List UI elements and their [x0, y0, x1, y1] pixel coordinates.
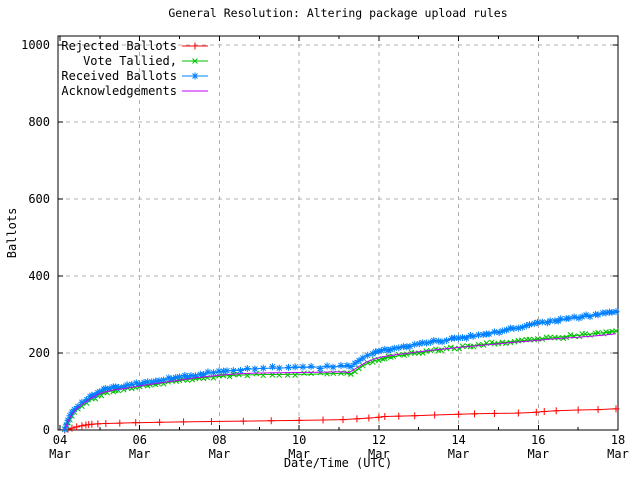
- legend-item-acknowledgements: Acknowledgements: [61, 84, 208, 98]
- tick-labels: 0200400600800100004Mar06Mar08Mar10Mar12M…: [21, 38, 629, 461]
- x-tick-label-day: 10: [292, 433, 306, 447]
- legend-label: Rejected Ballots: [61, 39, 177, 53]
- legend-item-vote-tallied: Vote Tallied,: [83, 54, 208, 68]
- legend-item-received-ballots: Received Ballots: [61, 69, 208, 83]
- chart-title: General Resolution: Altering package upl…: [168, 6, 507, 20]
- x-tick-label-day: 08: [212, 433, 226, 447]
- legend-sample-marker-star-icon: [191, 72, 199, 80]
- x-tick-label-month: Mar: [288, 447, 310, 461]
- x-tick-label-month: Mar: [49, 447, 71, 461]
- legend-sample-marker-cross-icon: [192, 58, 198, 64]
- x-tick-label-day: 04: [53, 433, 67, 447]
- axis-ticks: [58, 36, 619, 431]
- x-tick-label-month: Mar: [607, 447, 629, 461]
- legend-label: Received Ballots: [61, 69, 177, 83]
- gridlines: [58, 36, 618, 430]
- series-received-ballots: [61, 308, 620, 433]
- x-tick-label-day: 16: [531, 433, 545, 447]
- x-tick-label-month: Mar: [129, 447, 151, 461]
- y-tick-label: 400: [28, 269, 50, 283]
- legend-label: Vote Tallied,: [83, 54, 177, 68]
- y-tick-label: 800: [28, 115, 50, 129]
- series-markers-rejected-ballots: [61, 405, 620, 434]
- x-tick-label-day: 12: [372, 433, 386, 447]
- y-tick-label: 0: [43, 423, 50, 437]
- series-acknowledgements: [64, 333, 617, 431]
- x-axis-label: Date/Time (UTC): [284, 456, 392, 470]
- plot-border: [57, 35, 619, 431]
- x-tick-label-day: 18: [611, 433, 625, 447]
- legend-sample-marker-plus-icon: [191, 42, 199, 50]
- y-axis-label: Ballots: [5, 208, 19, 259]
- y-tick-label: 200: [28, 346, 50, 360]
- x-tick-label-day: 06: [132, 433, 146, 447]
- y-tick-label: 600: [28, 192, 50, 206]
- series-markers-received-ballots: [61, 308, 620, 433]
- legend-label: Acknowledgements: [61, 84, 177, 98]
- x-tick-label-day: 14: [451, 433, 465, 447]
- series-line-received-ballots: [64, 311, 617, 430]
- series-line-acknowledgements: [64, 333, 617, 431]
- legend-item-rejected-ballots: Rejected Ballots: [61, 39, 208, 53]
- x-tick-label-month: Mar: [527, 447, 549, 461]
- x-tick-label-month: Mar: [448, 447, 470, 461]
- x-tick-label-month: Mar: [209, 447, 231, 461]
- x-tick-label-month: Mar: [368, 447, 390, 461]
- y-tick-label: 1000: [21, 38, 50, 52]
- series-rejected-ballots: [61, 405, 620, 434]
